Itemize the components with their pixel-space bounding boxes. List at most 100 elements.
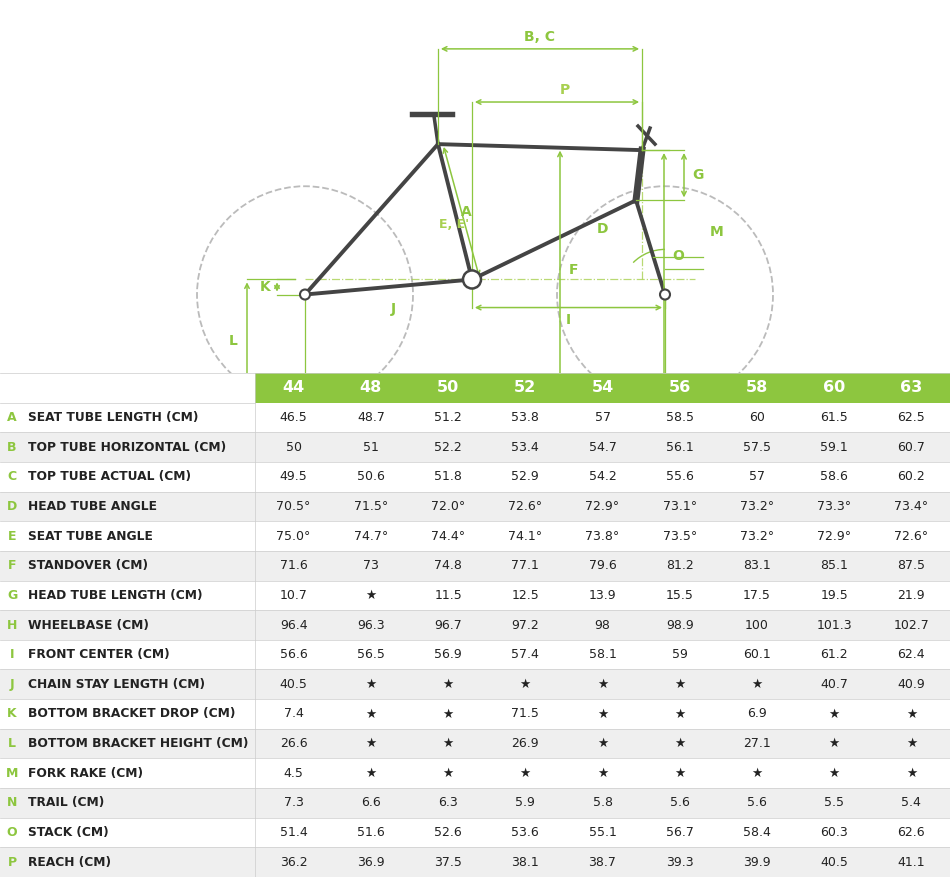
Text: 58.4: 58.4 [743,826,770,839]
Text: 11.5: 11.5 [434,588,462,602]
Text: 72.0°: 72.0° [431,500,466,513]
Text: 71.5: 71.5 [511,708,540,720]
Text: 55.6: 55.6 [666,470,694,483]
Text: 52.2: 52.2 [434,440,462,453]
Text: A: A [461,205,471,218]
Text: 13.9: 13.9 [589,588,617,602]
Text: SEAT TUBE ANGLE: SEAT TUBE ANGLE [28,530,153,543]
Text: 72.6°: 72.6° [894,530,928,543]
Text: 51.4: 51.4 [279,826,308,839]
Bar [0,699,950,729]
Text: I: I [566,312,571,326]
Text: 5.9: 5.9 [515,796,535,809]
Bar [0,551,950,581]
Text: 49.5: 49.5 [279,470,308,483]
Text: 52.9: 52.9 [511,470,540,483]
Text: 56.5: 56.5 [357,648,385,661]
Text: ★: ★ [751,678,763,691]
Text: 62.6: 62.6 [898,826,925,839]
Text: ★: ★ [365,766,376,780]
Text: H: H [7,618,17,631]
Text: E, E': E, E' [439,217,469,231]
Text: BOTTOM BRACKET HEIGHT (CM): BOTTOM BRACKET HEIGHT (CM) [28,737,248,750]
Text: 50: 50 [286,440,301,453]
Text: 5.8: 5.8 [593,796,613,809]
Text: 19.5: 19.5 [820,588,848,602]
Text: 48.7: 48.7 [357,411,385,424]
Text: STANDOVER (CM): STANDOVER (CM) [28,560,148,572]
Bar [0,403,950,432]
Text: SEAT TUBE LENGTH (CM): SEAT TUBE LENGTH (CM) [28,411,199,424]
Text: G: G [693,168,704,182]
Text: CHAIN STAY LENGTH (CM): CHAIN STAY LENGTH (CM) [28,678,205,691]
Bar [332,373,409,403]
Text: ★: ★ [597,678,608,691]
Text: 79.6: 79.6 [589,560,617,572]
Bar [0,581,950,610]
Text: 74.7°: 74.7° [353,530,388,543]
Text: ★: ★ [365,678,376,691]
Text: HEAD TUBE ANGLE: HEAD TUBE ANGLE [28,500,157,513]
Bar [0,432,950,462]
Bar [0,729,950,759]
Text: K: K [8,708,17,720]
Text: 6.6: 6.6 [361,796,381,809]
Text: 12.5: 12.5 [511,588,540,602]
Text: 55.1: 55.1 [589,826,617,839]
Bar [0,847,950,877]
Text: 96.7: 96.7 [434,618,462,631]
Text: D: D [7,500,17,513]
Bar [564,373,641,403]
Text: 73.2°: 73.2° [740,530,774,543]
Text: 60.1: 60.1 [743,648,770,661]
Text: 44: 44 [282,381,305,396]
Text: 6.3: 6.3 [438,796,458,809]
Text: ★: ★ [905,708,917,720]
Text: ★: ★ [520,678,531,691]
Bar [641,373,718,403]
Text: 81.2: 81.2 [666,560,694,572]
Text: 61.5: 61.5 [820,411,848,424]
Text: BOTTOM BRACKET DROP (CM): BOTTOM BRACKET DROP (CM) [28,708,236,720]
Text: 70.5°: 70.5° [276,500,311,513]
Bar [0,373,255,403]
Bar [409,373,486,403]
Text: ★: ★ [443,678,454,691]
Circle shape [300,289,310,300]
Text: 60: 60 [823,381,846,396]
Text: 6.9: 6.9 [747,708,767,720]
Text: D: D [598,223,609,236]
Text: K: K [259,280,271,294]
Text: 58.5: 58.5 [666,411,694,424]
Text: J: J [391,302,396,316]
Text: ★: ★ [674,708,685,720]
Text: WHEELBASE (CM): WHEELBASE (CM) [28,618,149,631]
Text: ★: ★ [365,588,376,602]
Text: ★: ★ [520,766,531,780]
Text: L: L [8,737,16,750]
Text: 5.6: 5.6 [747,796,767,809]
Text: 75.0°: 75.0° [276,530,311,543]
Text: 62.4: 62.4 [898,648,925,661]
Bar [486,373,564,403]
Text: O: O [7,826,17,839]
Bar [0,462,950,492]
Text: 39.9: 39.9 [743,856,770,869]
Text: 58.6: 58.6 [820,470,848,483]
Bar [0,640,950,669]
Text: 53.4: 53.4 [511,440,540,453]
Text: 54: 54 [591,381,614,396]
Text: 53.8: 53.8 [511,411,540,424]
Text: 61.2: 61.2 [821,648,848,661]
Bar [795,373,873,403]
Text: B: B [8,440,17,453]
Text: F: F [569,263,579,277]
Text: 51.8: 51.8 [434,470,462,483]
Text: A: A [8,411,17,424]
Text: ★: ★ [905,737,917,750]
Text: ★: ★ [597,766,608,780]
Text: 73.5°: 73.5° [662,530,697,543]
Text: ★: ★ [443,708,454,720]
Text: 58: 58 [746,381,768,396]
Text: 74.1°: 74.1° [508,530,542,543]
